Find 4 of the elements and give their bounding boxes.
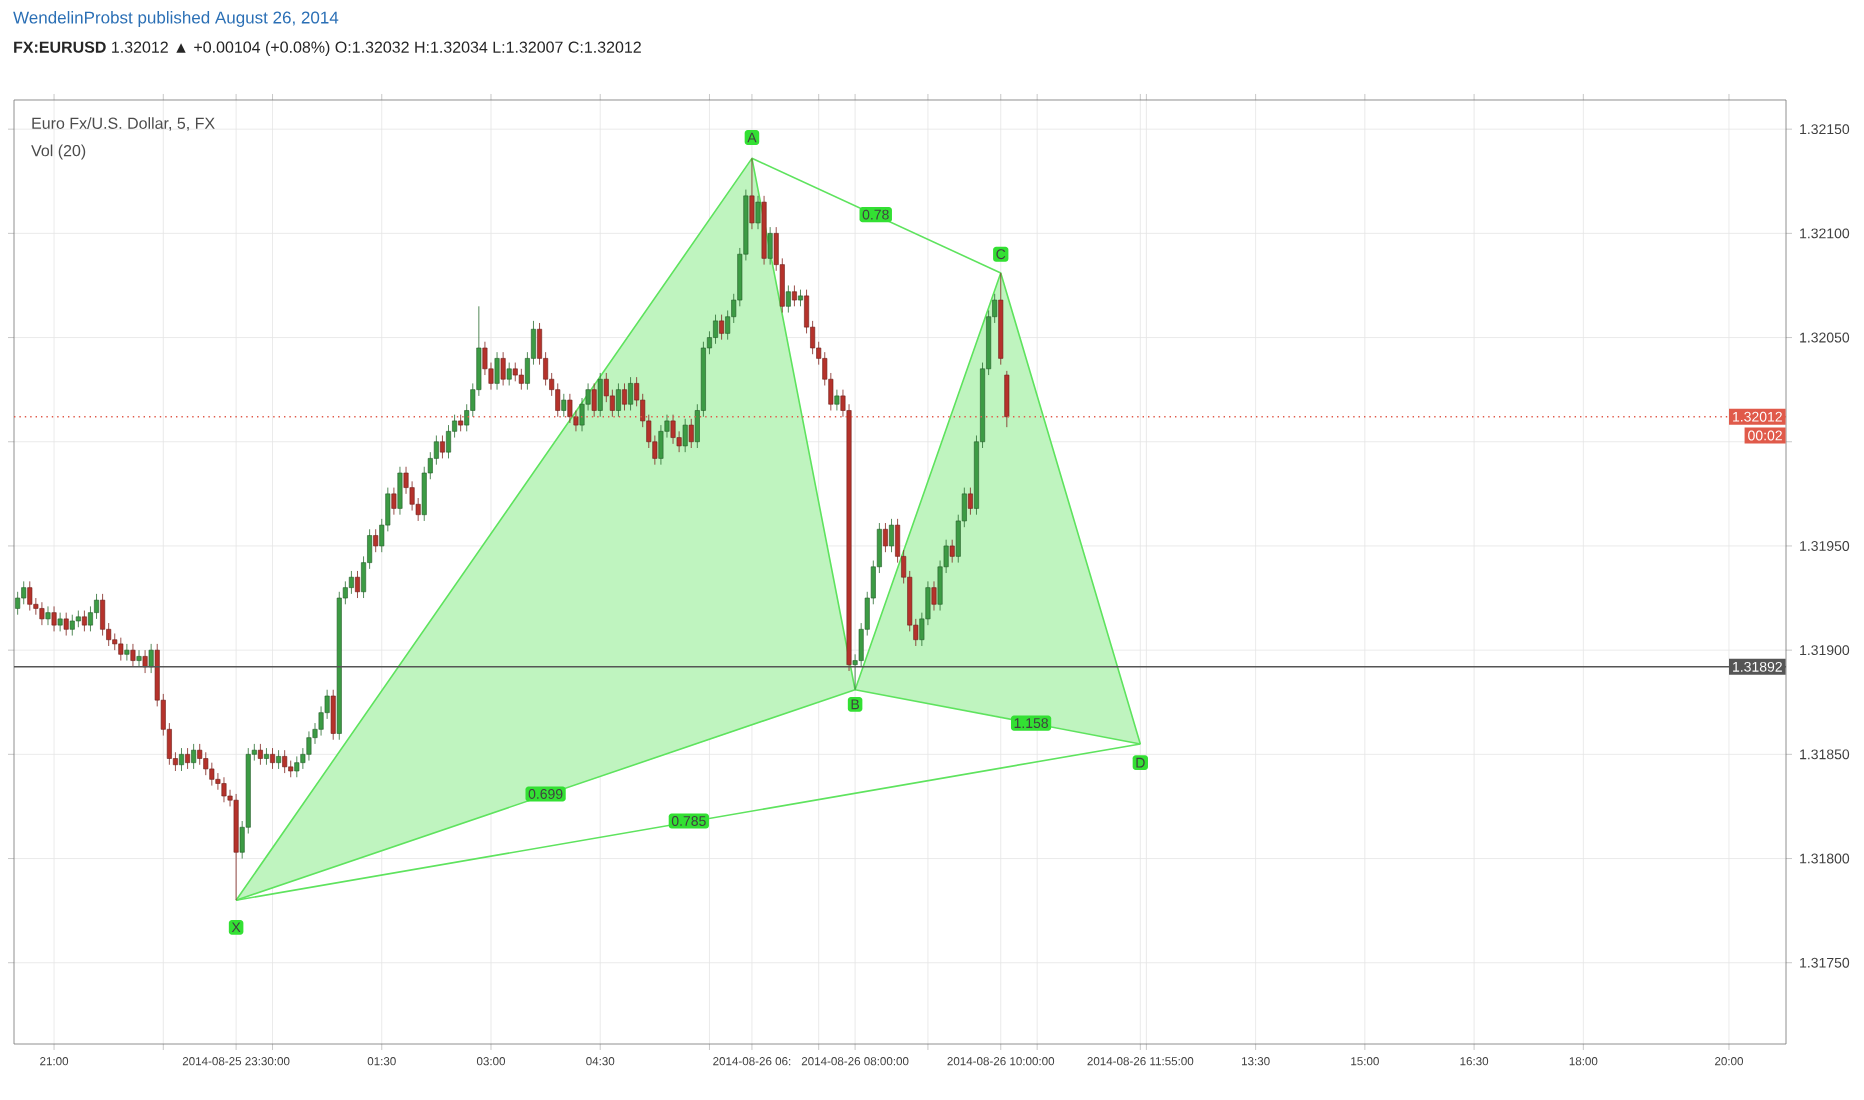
- annotation: Vol (20): [31, 144, 86, 160]
- chart-subtitle: FX:EURUSD 1.32012 ▲ +0.00104 (+0.08%) O:1.32032 H:1.32034 L:1.32007 C:1.32012: [14, 41, 641, 56]
- annotation: Euro Fx/U.S. Dollar, 5, FX: [32, 117, 215, 131]
- chart-title: WendelinProbst published August 26, 2014: [13, 11, 339, 27]
